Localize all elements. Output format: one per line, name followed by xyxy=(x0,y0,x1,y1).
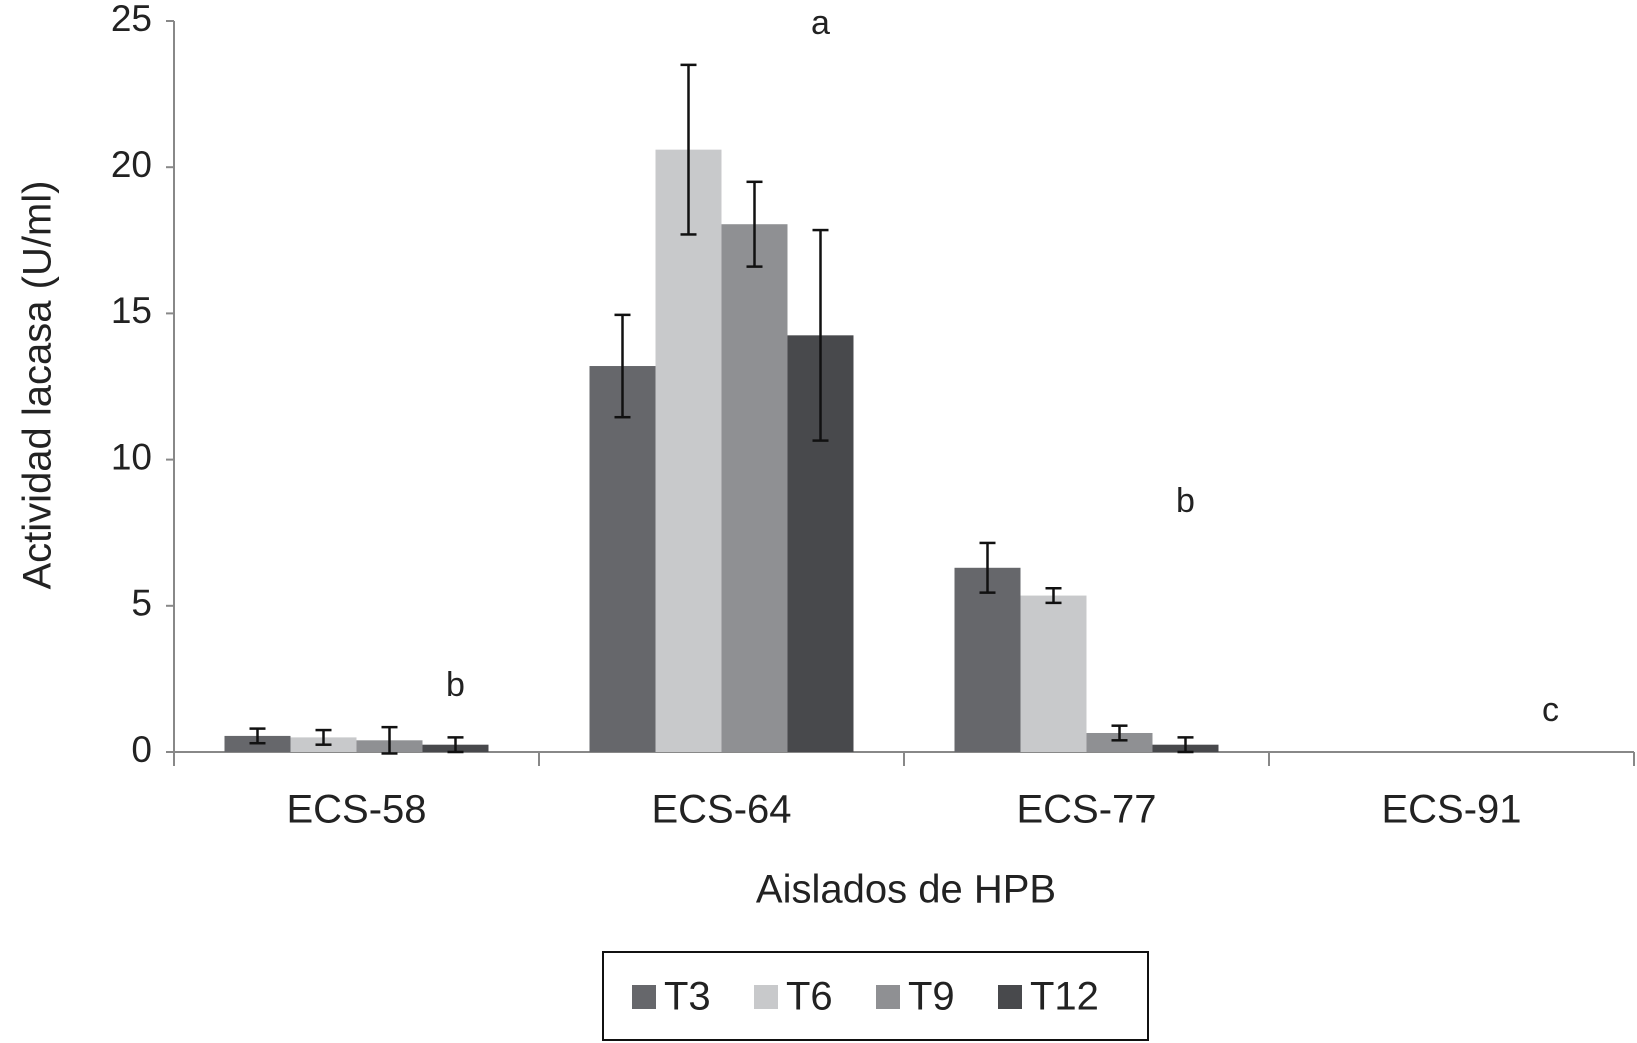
error-bar xyxy=(1177,736,1194,754)
legend-label: T9 xyxy=(908,975,955,1019)
bar xyxy=(1020,595,1087,752)
error-bar xyxy=(1111,724,1128,742)
error-bar xyxy=(249,727,266,745)
y-tick-label: 10 xyxy=(111,436,152,477)
bar xyxy=(1086,732,1153,752)
annotation: c xyxy=(1542,691,1559,729)
x-axis-title: Aislados de HPB xyxy=(756,868,1056,912)
error-bar xyxy=(447,736,464,754)
error-bar xyxy=(1045,587,1062,605)
error-bar xyxy=(746,180,763,268)
y-tick-label: 5 xyxy=(131,583,152,624)
error-bar xyxy=(680,63,697,236)
annotation: b xyxy=(1176,482,1195,520)
x-tick-label: ECS-64 xyxy=(651,788,791,832)
bar xyxy=(655,149,722,752)
annotation: a xyxy=(811,4,830,42)
bar xyxy=(721,224,788,752)
error-bar xyxy=(614,313,631,419)
y-tick-label: 0 xyxy=(131,729,152,770)
legend-swatch xyxy=(754,985,778,1009)
error-bar xyxy=(315,728,332,746)
bar xyxy=(589,366,656,752)
y-tick-label: 15 xyxy=(111,290,152,331)
legend-swatch xyxy=(998,985,1022,1009)
annotation: b xyxy=(446,666,465,704)
x-tick-label: ECS-58 xyxy=(286,788,426,832)
legend-label: T12 xyxy=(1030,975,1099,1019)
y-axis-title: Actividad lacasa (U/ml) xyxy=(16,180,60,589)
y-tick-label: 25 xyxy=(111,0,152,39)
legend-box xyxy=(602,951,1149,1041)
x-tick-label: ECS-77 xyxy=(1016,788,1156,832)
x-tick-label: ECS-91 xyxy=(1381,788,1521,832)
y-tick-label: 20 xyxy=(111,144,152,185)
legend-label: T6 xyxy=(786,975,833,1019)
error-bar xyxy=(381,725,398,755)
legend-swatch xyxy=(632,985,656,1009)
error-bar xyxy=(812,228,829,442)
legend-swatch xyxy=(876,985,900,1009)
error-bar xyxy=(979,541,996,594)
bar xyxy=(954,567,1021,752)
legend-label: T3 xyxy=(664,975,711,1019)
